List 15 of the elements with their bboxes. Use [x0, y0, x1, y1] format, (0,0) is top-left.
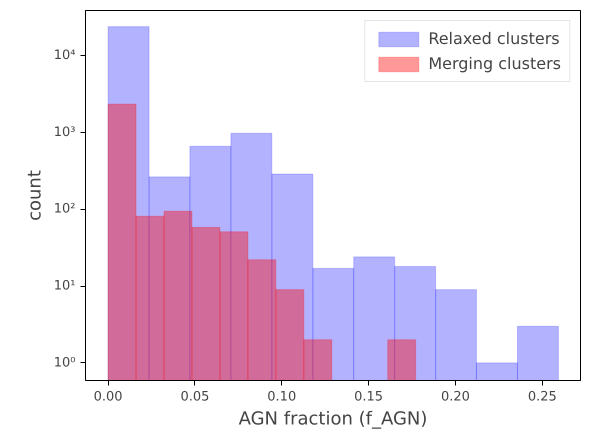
x-tick-label: 0.00	[94, 390, 123, 404]
y-tick-label: 10³	[54, 124, 76, 140]
y-axis-title: count	[24, 170, 46, 221]
y-tick-label: 10¹	[54, 278, 76, 294]
y-tick-label: 10⁴	[54, 48, 76, 64]
y-tick-label: 10²	[54, 202, 76, 217]
legend-label: Relaxed clusters	[428, 29, 560, 48]
x-tick-label: 0.15	[354, 390, 384, 404]
x-tick-label: 0.20	[440, 390, 470, 404]
x-tick-label: 0.10	[267, 390, 296, 404]
legend-label: Merging clusters	[428, 54, 561, 73]
y-tick-label: 10⁰	[54, 355, 76, 370]
x-tick-label: 0.25	[528, 390, 557, 404]
x-tick-label: 0.05	[180, 390, 210, 404]
x-axis-title: AGN fraction (f_AGN)	[238, 408, 428, 430]
